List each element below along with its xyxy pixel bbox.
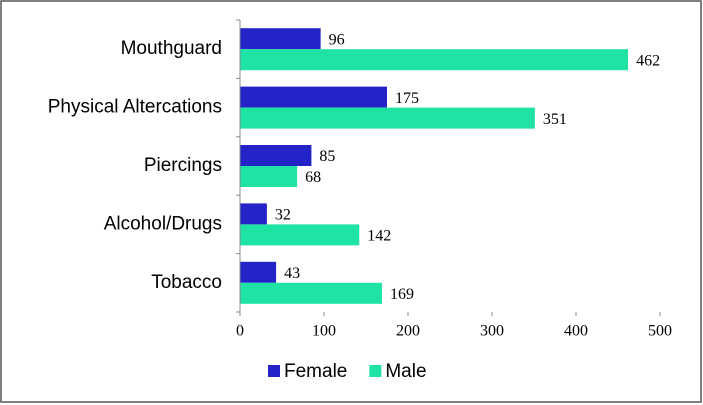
value-label: 351 <box>543 111 567 128</box>
bar <box>240 107 535 129</box>
value-label: 142 <box>367 228 391 245</box>
bar <box>240 28 321 50</box>
bar <box>240 145 312 166</box>
y-tick-label: Tobacco <box>151 272 222 293</box>
y-tick-label: Mouthguard <box>121 38 222 59</box>
x-tick-label: 400 <box>564 323 588 340</box>
bar <box>240 49 629 71</box>
bar <box>240 224 360 246</box>
value-label: 85 <box>319 148 335 165</box>
value-label: 169 <box>390 286 414 303</box>
y-tick-label: Piercings <box>144 155 222 176</box>
value-label: 96 <box>329 31 345 48</box>
x-tick-label: 0 <box>236 323 244 340</box>
y-tick-label: Alcohol/Drugs <box>104 213 222 234</box>
bar <box>240 261 277 283</box>
bar <box>240 166 298 187</box>
value-label: 68 <box>305 169 321 186</box>
value-label: 175 <box>395 90 419 107</box>
x-tick-label: 200 <box>396 323 420 340</box>
legend-swatch <box>369 365 382 377</box>
value-label: 32 <box>275 207 291 224</box>
bar <box>240 203 267 225</box>
legend-swatch <box>268 365 280 377</box>
value-label: 43 <box>284 265 300 282</box>
legend-label: Male <box>385 361 426 382</box>
legend-label: Female <box>284 361 347 382</box>
y-tick-label: Physical Altercations <box>48 97 222 118</box>
x-tick-label: 100 <box>312 323 336 340</box>
bar <box>240 86 387 108</box>
x-tick-label: 500 <box>648 323 672 340</box>
bar <box>240 282 382 304</box>
value-label: 462 <box>636 52 660 69</box>
x-tick-label: 300 <box>480 323 504 340</box>
